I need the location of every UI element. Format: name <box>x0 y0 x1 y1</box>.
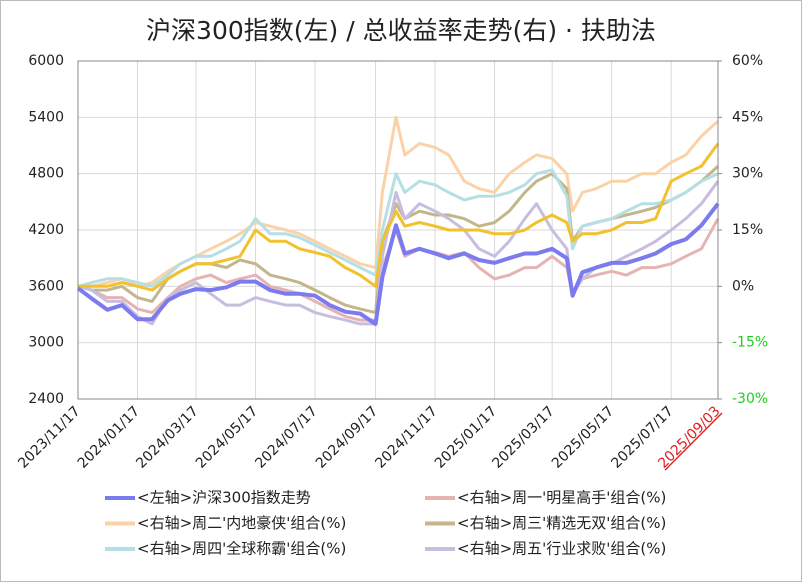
legend-label: <右轴>周一'明星高手'组合(%) <box>457 489 666 507</box>
y-tick-label: 2400 <box>28 391 64 407</box>
legend-label: <右轴>周二'内地豪侠'组合(%) <box>137 514 346 532</box>
legend: <左轴>沪深300指数走势 <右轴>周一'明星高手'组合(%) <右轴>周二'内地豪… <box>105 489 666 558</box>
series-line <box>78 142 720 292</box>
legend-label: <右轴>周三'精选无双'组合(%) <box>457 514 666 532</box>
chart-title: 沪深300指数(左) / 总收益率走势(右) · 扶助法 <box>146 16 656 45</box>
plot <box>76 115 720 326</box>
y2-tick-label: 0% <box>732 278 754 294</box>
legend-label: <左轴>沪深300指数走势 <box>137 489 311 507</box>
y2-tick-label: 15% <box>732 222 763 238</box>
y2-tick-label: -15% <box>732 335 768 351</box>
y-tick-label: 3600 <box>28 278 64 294</box>
y-tick-label: 5400 <box>28 109 64 125</box>
legend-label: <右轴>周四'全球称霸'组合(%) <box>137 540 346 558</box>
y-tick-label: 3000 <box>28 335 64 351</box>
y2-tick-label: -30% <box>732 391 768 407</box>
y-tick-label: 6000 <box>28 53 64 69</box>
y2-tick-label: 45% <box>732 109 763 125</box>
y2-tick-label: 60% <box>732 53 763 69</box>
series-line <box>77 168 719 288</box>
y2-tick-label: 30% <box>732 166 763 182</box>
series-line <box>76 202 720 326</box>
y-tick-label: 4200 <box>28 222 64 238</box>
y-tick-label: 4800 <box>28 166 64 182</box>
legend-label: <右轴>周五'行业求败'组合(%) <box>457 540 666 558</box>
plot-frame <box>77 60 719 400</box>
